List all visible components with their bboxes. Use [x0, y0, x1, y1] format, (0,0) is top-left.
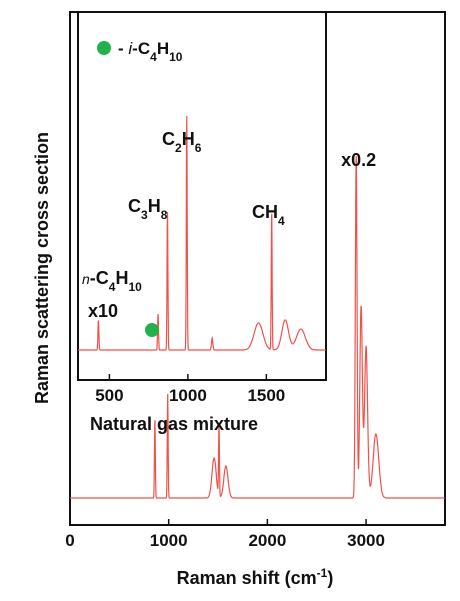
y-axis-label: Raman scattering cross section — [32, 132, 52, 404]
x-tick-label-1500: 1500 — [247, 386, 285, 405]
peak-label-ch4: CH4 — [252, 202, 285, 228]
x-tick-label-500: 500 — [95, 386, 123, 405]
main-x-ticks: 0 1000 2000 3000 — [65, 519, 385, 550]
inset-title: Natural gas mixture — [90, 414, 258, 434]
inset-plot-frame — [77, 11, 327, 381]
x-tick-label-3000: 3000 — [347, 531, 385, 550]
x-axis-label: Raman shift (cm-1) — [177, 566, 334, 588]
peak-label-n-butane: n-C4H10 — [82, 268, 142, 294]
scale-annotation-x10: x10 — [88, 301, 118, 321]
isobutane-peak-marker — [145, 323, 159, 337]
peak-label-c3h8: C3H8 — [128, 196, 168, 222]
x-tick-label-2000: 2000 — [248, 531, 286, 550]
peak-label-c2h6: C2H6 — [162, 129, 202, 155]
x-tick-label-1000: 1000 — [150, 531, 188, 550]
scale-annotation-x0-2: x0.2 — [341, 150, 376, 170]
legend-marker-isobutane — [97, 41, 111, 55]
inset-x-ticks: 500 1000 1500 — [95, 374, 285, 405]
main-spectrum-line — [70, 156, 445, 499]
inset-spectrum-line — [78, 115, 326, 351]
legend-label-isobutane: - i-C4H10 — [118, 39, 183, 64]
x-tick-label-1000: 1000 — [169, 386, 207, 405]
x-tick-label-0: 0 — [65, 531, 74, 550]
